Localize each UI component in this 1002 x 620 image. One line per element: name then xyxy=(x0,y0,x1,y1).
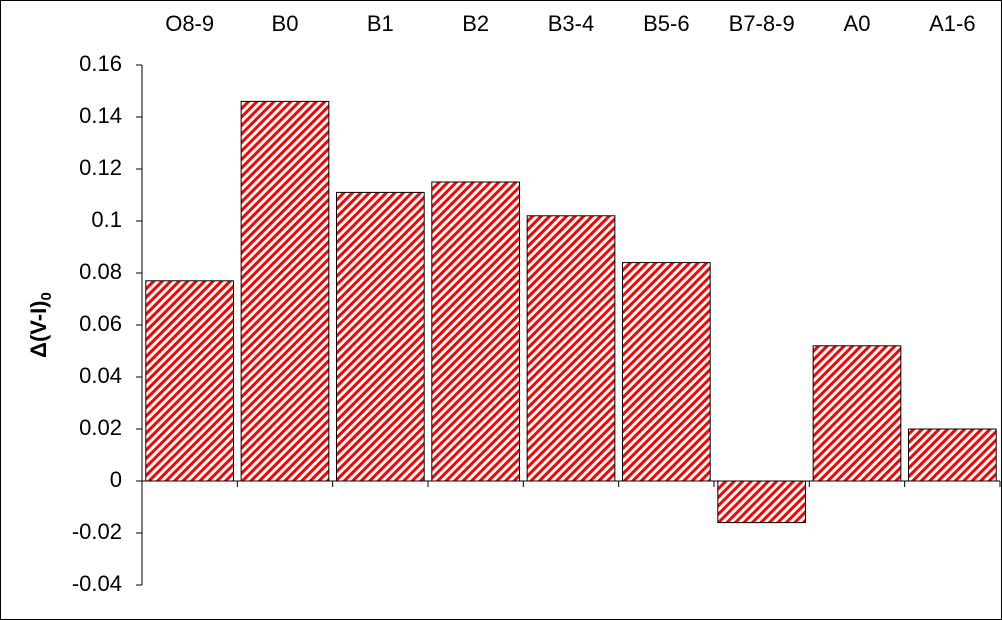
x-tick-label: A1-6 xyxy=(929,11,975,36)
y-tick-label: 0.1 xyxy=(91,207,122,232)
x-tick-label: B1 xyxy=(367,11,394,36)
y-axis-label-subscript: 0 xyxy=(38,292,55,300)
y-tick-label: 0.12 xyxy=(79,155,122,180)
x-tick-label: B3-4 xyxy=(548,11,594,36)
x-tick-label: B5-6 xyxy=(643,11,689,36)
x-tick-label: O8-9 xyxy=(165,11,214,36)
y-tick-label: -0.04 xyxy=(72,571,122,596)
bar xyxy=(335,191,425,482)
bar xyxy=(240,100,330,482)
y-tick-label: 0 xyxy=(110,467,122,492)
bar xyxy=(526,215,616,482)
y-tick-label: -0.02 xyxy=(72,519,122,544)
x-tick-label: B0 xyxy=(272,11,299,36)
x-tick-label: B2 xyxy=(462,11,489,36)
bar xyxy=(717,480,807,524)
y-tick-label: 0.04 xyxy=(79,363,122,388)
bar xyxy=(431,181,521,482)
bar xyxy=(907,428,997,482)
y-axis-label-text: Δ(V-I) xyxy=(26,300,51,357)
y-tick-label: 0.06 xyxy=(79,311,122,336)
y-tick-label: 0.02 xyxy=(79,415,122,440)
x-tick-label: B7-8-9 xyxy=(729,11,795,36)
bar xyxy=(621,262,711,482)
bar xyxy=(145,280,235,482)
x-tick-label: A0 xyxy=(844,11,871,36)
y-axis-label: Δ(V-I)0 xyxy=(26,292,55,358)
bar xyxy=(812,345,902,482)
y-tick-label: 0.16 xyxy=(79,51,122,76)
y-tick-label: 0.14 xyxy=(79,103,122,128)
y-tick-label: 0.08 xyxy=(79,259,122,284)
